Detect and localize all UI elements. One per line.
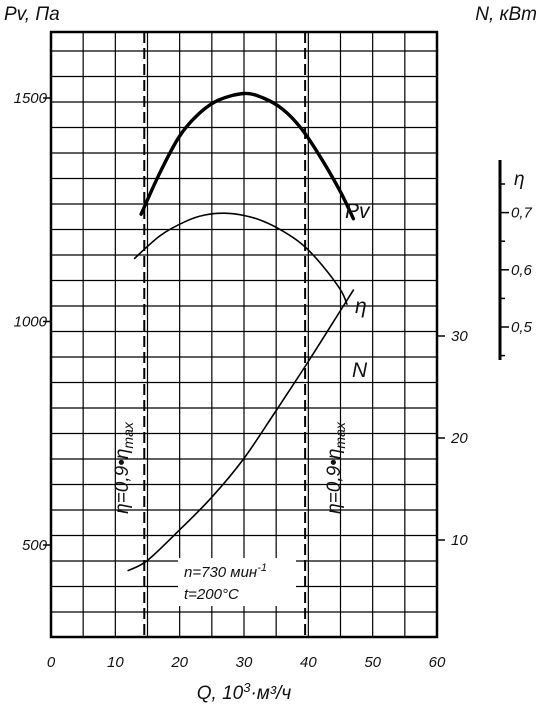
- x-tick-label: 30: [236, 654, 253, 671]
- eta-limit-label-right-main: η=0,9•η: [324, 449, 345, 514]
- eta-tick-label: 0,5: [511, 319, 533, 336]
- eta-limit-label-right-sub: max: [332, 421, 348, 448]
- x-tick-label: 20: [170, 654, 188, 671]
- eta-limit-label-left: η=0,9•ηmax: [112, 421, 136, 514]
- pv-tick-label: 1500: [14, 90, 48, 107]
- eta-axis-ticks: 0,7 0,6 0,5: [500, 183, 533, 357]
- x-axis-title-prefix: Q, 10: [197, 683, 244, 704]
- x-tick-label: 50: [364, 654, 381, 671]
- chart-grid: [51, 32, 437, 637]
- x-axis-title: Q, 103·м³/ч: [197, 680, 292, 704]
- x-tick-label: 60: [429, 654, 446, 671]
- plot-frame: [49, 30, 439, 639]
- x-axis-title-suffix: ·м³/ч: [250, 683, 291, 704]
- speed-annotation: n=730 мин-1: [184, 562, 267, 581]
- eta-curve-label: η: [355, 295, 367, 318]
- x-tick-label: 0: [47, 654, 56, 671]
- pv-tick-label: 500: [22, 537, 48, 554]
- eta-curve: [133, 212, 348, 305]
- efficiency-limit-lines: [143, 32, 307, 637]
- x-tick-label: 10: [107, 654, 124, 671]
- n-tick-label: 10: [451, 532, 468, 549]
- n-curve: [127, 289, 355, 572]
- x-axis-title-exponent: 3: [243, 680, 251, 695]
- eta-limit-label-left-main: η=0,9•η: [112, 449, 133, 514]
- temperature-annotation: t=200°C: [184, 586, 239, 603]
- eta-tick-label: 0,7: [511, 205, 533, 222]
- n-axis-title: N, кВт: [475, 4, 537, 25]
- speed-annotation-text: n=730 мин: [184, 564, 257, 581]
- eta-limit-label-right: η=0,9•ηmax: [324, 421, 348, 514]
- pv-tick-label: 1000: [14, 314, 48, 331]
- n-curve-label: N: [352, 359, 368, 382]
- eta-limit-label-left-sub: max: [120, 421, 136, 448]
- n-tick-label: 30: [451, 328, 468, 345]
- pv-curve: [139, 91, 356, 221]
- eta-axis-title: η: [514, 169, 525, 190]
- pv-curve-label: Pv: [345, 200, 371, 223]
- x-tick-label: 40: [300, 654, 317, 671]
- eta-tick-label: 0,6: [511, 262, 533, 279]
- pv-axis-title: Pv, Па: [4, 4, 60, 25]
- annotation-background: [178, 558, 296, 606]
- speed-annotation-exponent: -1: [257, 562, 267, 574]
- n-tick-label: 20: [450, 430, 468, 447]
- tick-labels: 0 10 20 30 40 50 60 500 1000 1500 10 20 30: [14, 90, 469, 671]
- curves: [127, 91, 356, 572]
